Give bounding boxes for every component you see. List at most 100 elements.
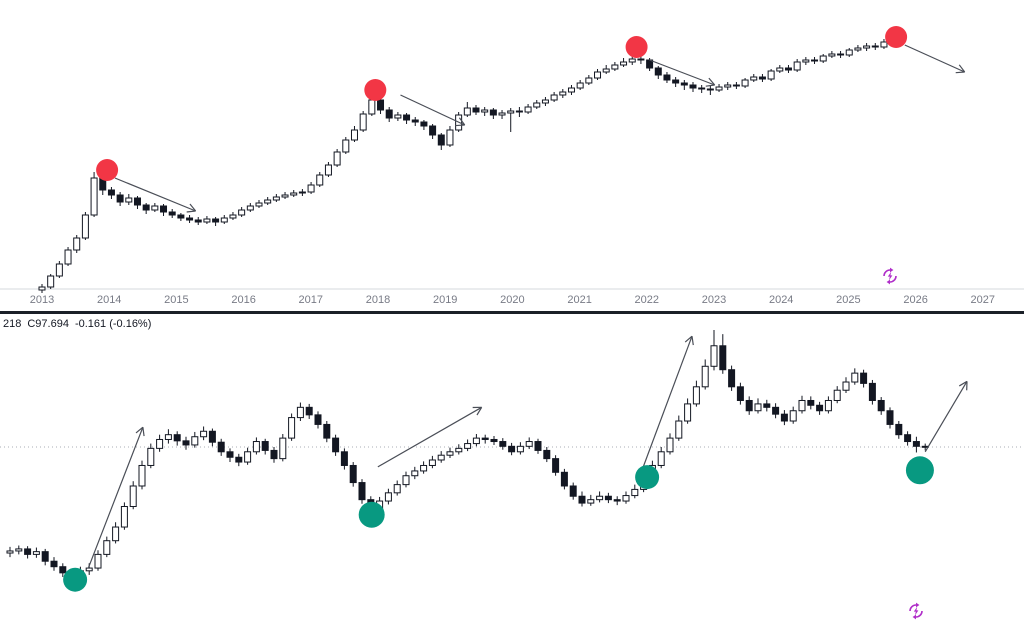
candle-body bbox=[560, 471, 568, 487]
candle-body bbox=[272, 196, 280, 201]
candle-body bbox=[402, 475, 410, 486]
candle-body bbox=[168, 211, 176, 216]
candle-body bbox=[833, 389, 841, 401]
candle-body bbox=[637, 58, 645, 61]
candle-body bbox=[208, 430, 216, 443]
candle-body bbox=[715, 86, 723, 91]
candle-body bbox=[767, 70, 775, 80]
refresh-arrowhead-bottom bbox=[886, 279, 890, 285]
candle-body bbox=[73, 237, 81, 251]
buy-signal-circle[interactable] bbox=[358, 501, 385, 528]
candle-body bbox=[324, 164, 332, 176]
year-label[interactable]: 2015 bbox=[164, 294, 188, 306]
candle-body bbox=[710, 345, 718, 367]
candle-body bbox=[604, 495, 612, 501]
candle-body bbox=[90, 177, 98, 216]
candle-body bbox=[567, 87, 575, 93]
candle-body bbox=[793, 61, 801, 71]
candle-body bbox=[816, 404, 824, 412]
candle-body bbox=[244, 451, 252, 463]
candle-body bbox=[845, 49, 853, 56]
trend-arrow[interactable] bbox=[924, 380, 968, 453]
year-label[interactable]: 2018 bbox=[366, 294, 390, 306]
trend-arrow[interactable] bbox=[649, 59, 716, 87]
candle-body bbox=[142, 204, 150, 211]
auto-refresh-flash-icon[interactable] bbox=[881, 267, 899, 285]
candle-body bbox=[508, 445, 516, 453]
candle-body bbox=[177, 214, 185, 219]
candle-body bbox=[550, 94, 558, 101]
year-label[interactable]: 2017 bbox=[299, 294, 323, 306]
year-label[interactable]: 2027 bbox=[971, 294, 995, 306]
candle-body bbox=[860, 372, 868, 384]
candle-body bbox=[463, 107, 471, 116]
sell-signal-circle[interactable] bbox=[96, 159, 119, 181]
candle-body bbox=[772, 406, 780, 415]
sell-signal-circle[interactable] bbox=[885, 26, 908, 48]
buy-signal-circle[interactable] bbox=[635, 465, 660, 490]
candle-body bbox=[333, 151, 341, 166]
candle-body bbox=[226, 451, 234, 458]
candle-body bbox=[807, 399, 815, 406]
sell-signal-circle[interactable] bbox=[625, 36, 648, 58]
candle-body bbox=[393, 484, 401, 494]
trend-arrow[interactable] bbox=[114, 177, 197, 213]
candle-body bbox=[516, 445, 524, 453]
candle-body bbox=[620, 61, 628, 66]
trend-arrow[interactable] bbox=[377, 406, 483, 468]
candle-body bbox=[191, 436, 199, 446]
ohlc-legend: 218 C97.694 -0.161 (-0.16%) bbox=[3, 318, 157, 330]
candle-body bbox=[394, 114, 402, 119]
candle-body bbox=[125, 197, 133, 203]
trend-arrow[interactable] bbox=[904, 44, 966, 74]
trend-arrow[interactable] bbox=[400, 94, 466, 127]
candle-body bbox=[411, 119, 419, 123]
candle-body bbox=[403, 114, 411, 121]
candle-body bbox=[147, 447, 155, 466]
candle-body bbox=[498, 112, 506, 116]
year-label[interactable]: 2016 bbox=[231, 294, 255, 306]
trend-arrow[interactable] bbox=[640, 335, 694, 474]
candle-body bbox=[732, 84, 740, 87]
candle-body bbox=[851, 372, 859, 383]
candle-body bbox=[342, 139, 350, 153]
year-label[interactable]: 2013 bbox=[30, 294, 54, 306]
candle-body bbox=[107, 189, 115, 196]
year-label[interactable]: 2022 bbox=[635, 294, 659, 306]
year-label[interactable]: 2023 bbox=[702, 294, 726, 306]
candle-body bbox=[689, 84, 697, 89]
candle-body bbox=[880, 41, 888, 48]
buy-signal-circle[interactable] bbox=[905, 456, 934, 485]
year-label[interactable]: 2020 bbox=[500, 294, 524, 306]
candle-body bbox=[837, 53, 845, 56]
candle-body bbox=[81, 214, 89, 239]
candle-body bbox=[481, 437, 489, 440]
sell-signal-circle[interactable] bbox=[364, 79, 387, 101]
candle-body bbox=[534, 441, 542, 451]
candle-body bbox=[842, 381, 850, 391]
refresh-arrowhead-bottom bbox=[912, 614, 916, 620]
pane-divider[interactable] bbox=[0, 311, 1024, 314]
candle-body bbox=[298, 191, 306, 194]
candle-body bbox=[895, 423, 903, 436]
buy-signal-circle[interactable] bbox=[63, 567, 88, 592]
candle-body bbox=[819, 55, 827, 62]
year-label[interactable]: 2019 bbox=[433, 294, 457, 306]
auto-refresh-flash-icon[interactable] bbox=[907, 602, 925, 620]
year-label[interactable]: 2014 bbox=[97, 294, 121, 306]
candle-body bbox=[871, 45, 879, 48]
year-label[interactable]: 2021 bbox=[567, 294, 591, 306]
year-label[interactable]: 2024 bbox=[769, 294, 793, 306]
candle-body bbox=[24, 548, 32, 555]
candle-body bbox=[654, 67, 662, 76]
candle-body bbox=[745, 399, 753, 412]
year-label[interactable]: 2026 bbox=[903, 294, 927, 306]
year-label[interactable]: 2025 bbox=[836, 294, 860, 306]
candle-body bbox=[446, 451, 454, 456]
candle-body bbox=[684, 403, 692, 422]
candle-body bbox=[429, 125, 437, 136]
refresh-arc-bottom bbox=[915, 610, 923, 618]
trend-arrow[interactable] bbox=[87, 426, 145, 569]
